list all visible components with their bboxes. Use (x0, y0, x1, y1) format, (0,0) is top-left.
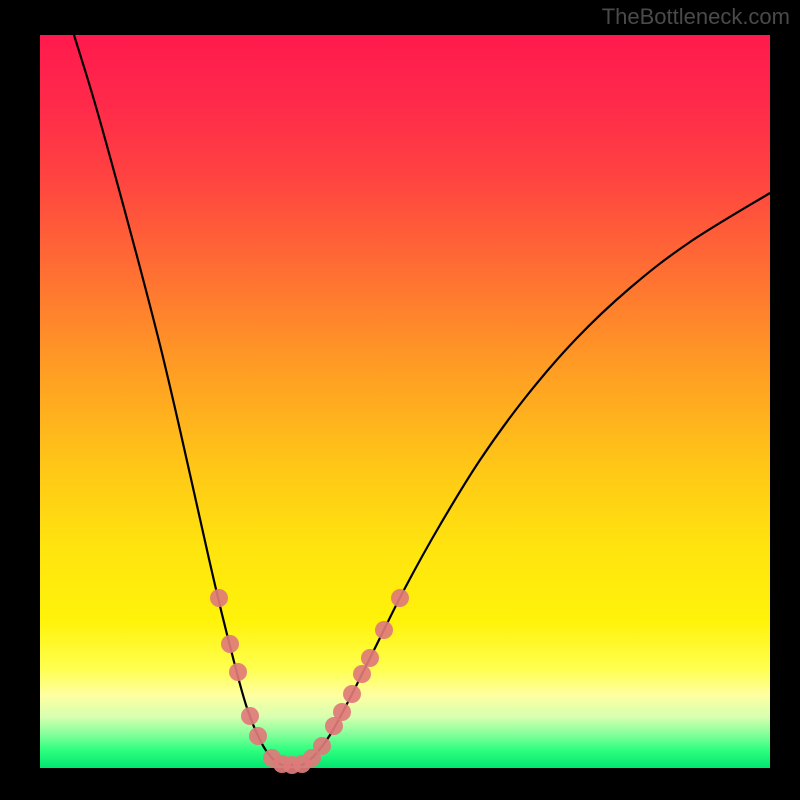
plot-background (40, 35, 770, 768)
watermark-text: TheBottleneck.com (602, 4, 790, 30)
